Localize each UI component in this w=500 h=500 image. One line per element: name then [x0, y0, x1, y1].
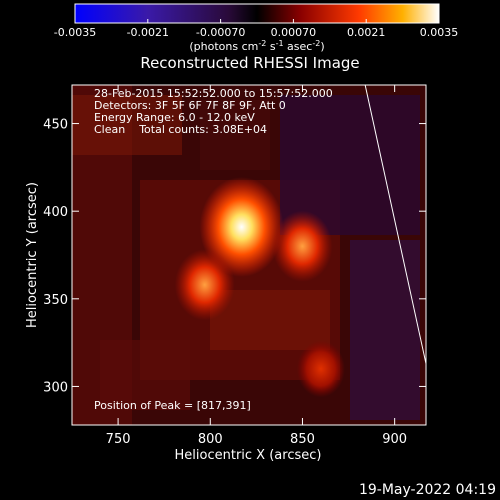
x-tick-label: 750	[106, 432, 131, 447]
info-energy-range: Energy Range: 6.0 - 12.0 keV	[94, 111, 255, 124]
info-time-range: 28-Feb-2015 15:52:52.000 to 15:57:52.000	[94, 87, 333, 100]
y-axis-label: Heliocentric Y (arcsec)	[25, 182, 40, 328]
colorbar-tick-label: 0.00070	[271, 26, 317, 39]
observation-info: 28-Feb-2015 15:52:52.000 to 15:57:52.000…	[94, 87, 333, 136]
x-tick-label: 800	[198, 432, 223, 447]
footer-date: 19-May-2022 04:19	[359, 482, 496, 498]
emission-source	[272, 210, 333, 282]
peak-position-label: Position of Peak = [817,391]	[94, 399, 251, 412]
heatmap-image	[72, 85, 426, 425]
emission-source	[296, 340, 345, 398]
solar-limb-line	[364, 85, 426, 364]
colorbar-ticks: -0.0035 -0.0021 -0.00070 0.00070 0.0021 0.003…	[54, 19, 458, 39]
emission-source	[199, 176, 284, 277]
axis-ticks: 750 800 850 900 300 350 400 450	[43, 85, 426, 447]
colorbar-gradient	[74, 3, 440, 24]
colorbar: -0.0035 -0.0021 -0.00070 0.00070 0.0021 0.003…	[54, 3, 458, 53]
x-tick-label: 900	[382, 432, 407, 447]
y-tick-label: 350	[43, 293, 68, 308]
colorbar-tick-label: 0.0021	[347, 26, 386, 39]
y-tick-label: 400	[43, 205, 68, 220]
colorbar-tick-label: -0.00070	[196, 26, 245, 39]
plot-frame	[71, 84, 427, 426]
colorbar-tick-label: -0.0021	[127, 26, 169, 39]
info-detectors: Detectors: 3F 5F 6F 7F 8F 9F, Att 0	[94, 99, 286, 112]
x-axis-label: Heliocentric X (arcsec)	[175, 448, 322, 463]
colorbar-unit: (photons cm-2 s-1 asec-2)	[189, 39, 324, 53]
x-tick-label: 850	[290, 432, 315, 447]
chart-title: Reconstructed RHESSI Image	[140, 54, 359, 72]
colorbar-tick-label: 0.0035	[420, 26, 459, 39]
colorbar-tick-label: -0.0035	[54, 26, 96, 39]
emission-source	[174, 249, 235, 321]
y-tick-label: 450	[43, 118, 68, 133]
emission-sources	[174, 176, 345, 398]
info-total-counts: Clean Total counts: 3.08E+04	[94, 123, 267, 136]
y-tick-label: 300	[43, 380, 68, 395]
